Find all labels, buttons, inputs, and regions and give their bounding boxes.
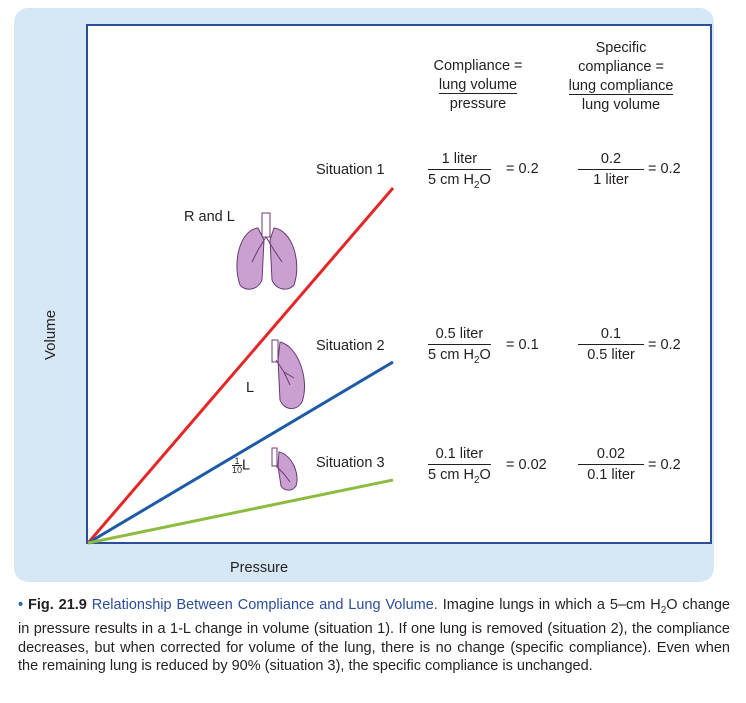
s1-comp-den-sub: 2 [473,179,480,191]
s1-comp-num: 1 liter [428,151,491,170]
specific-header-line1: Specific [595,40,647,56]
caption-figure-number: Fig. 21.9 [27,597,87,613]
s3-spec-den: 0.1 liter [587,467,635,483]
lung-label-3-tail: L [242,457,251,474]
situation-2-compliance-fraction: 0.5 liter 5 cm H2O [428,326,491,366]
s2-spec-num: 0.1 [578,326,644,345]
s3-spec-num: 0.02 [578,446,644,465]
s1-spec-den: 1 liter [593,172,629,188]
caption-text-a: Imagine lungs in which a 5–cm H [442,597,661,613]
s3-comp-den-tail: O [479,467,491,483]
situation-2-line [87,360,394,545]
specific-header-line2: compliance = [578,59,664,75]
plot-area [86,24,712,544]
situation-1-label: Situation 1 [316,162,385,178]
y-axis-label: Volume [42,309,59,360]
caption-bullet: • [18,597,24,613]
situation-1-compliance-fraction: 1 liter 5 cm H2O [428,151,491,191]
compliance-header-title: Compliance = [433,58,523,74]
lung-label-2: L [246,380,255,396]
s2-comp-den-tail: O [479,347,491,363]
s3-comp-den: 5 cm H [428,467,474,483]
caption-sub: 2 [660,604,667,616]
caption-title: Relationship Between Compliance and Lung… [91,597,438,613]
left-lung-icon [271,339,306,409]
specific-compliance-header: Specific compliance = lung compliance lu… [556,39,686,115]
situation-1-line [86,187,395,544]
lung-label-1: R and L [184,209,235,225]
figure-caption: • Fig. 21.9 Relationship Between Complia… [18,596,730,676]
situation-3-line [87,478,394,545]
situation-2-specific-value: = 0.2 [648,337,681,353]
situation-2-label: Situation 2 [316,338,385,354]
situation-2-compliance-value: = 0.1 [506,337,539,353]
lung-label-3-num: 1 [232,457,243,466]
situation-2-specific-fraction: 0.1 0.5 liter [578,326,644,363]
both-lungs-icon [236,212,298,290]
lung-label-3: 1 10 L [232,457,251,475]
lung-label-3-den: 10 [232,465,243,475]
compliance-header: Compliance = lung volume pressure [418,57,538,114]
compliance-header-numerator: lung volume [438,77,518,94]
situation-1-specific-fraction: 0.2 1 liter [578,151,644,188]
s3-comp-num: 0.1 liter [428,446,491,465]
situation-1-compliance-value: = 0.2 [506,161,539,177]
situation-3-label: Situation 3 [316,455,385,471]
s2-comp-den-sub: 2 [473,354,480,366]
small-lung-icon [271,447,298,491]
situation-3-specific-fraction: 0.02 0.1 liter [578,446,644,483]
s1-spec-num: 0.2 [578,151,644,170]
situation-3-compliance-fraction: 0.1 liter 5 cm H2O [428,446,491,486]
situation-1-specific-value: = 0.2 [648,161,681,177]
s1-comp-den: 5 cm H [428,172,474,188]
s1-comp-den-tail: O [479,172,491,188]
situation-3-compliance-value: = 0.02 [506,457,547,473]
s3-comp-den-sub: 2 [473,474,480,486]
specific-header-denominator: lung volume [581,97,661,113]
s2-comp-num: 0.5 liter [428,326,491,345]
s2-comp-den: 5 cm H [428,347,474,363]
caption-text-b: O change in pressure results in a 1-L ch… [18,597,730,675]
specific-header-numerator: lung compliance [568,78,674,95]
x-axis-label: Pressure [230,560,289,576]
s2-spec-den: 0.5 liter [587,347,635,363]
situation-3-specific-value: = 0.2 [648,457,681,473]
compliance-header-denominator: pressure [449,96,507,112]
